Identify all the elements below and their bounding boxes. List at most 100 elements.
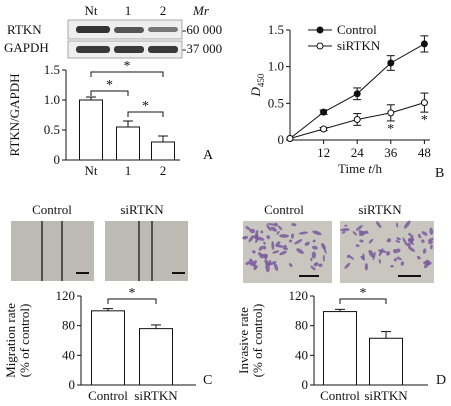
y-axis-label: Migration rate <box>3 303 18 378</box>
data-point <box>353 90 361 98</box>
legend-marker <box>316 42 324 50</box>
y-tick-label: 1.5 <box>268 22 284 37</box>
chart-c-bar: 0 40 80 120 Control siRTKN * Migration rate (% o… <box>3 286 196 403</box>
stain-cell <box>245 261 250 265</box>
stain-cell <box>322 254 325 262</box>
stain-cell <box>318 263 323 268</box>
stain-cell <box>386 238 392 243</box>
x-tick-label: 48 <box>418 145 431 160</box>
stain-cell <box>275 241 281 246</box>
x-tick-label: Control <box>320 388 360 403</box>
stain-cell <box>279 250 287 256</box>
stain-cell <box>408 246 416 252</box>
panel-letter: D <box>436 373 446 388</box>
significance-bracket <box>90 71 164 77</box>
stain-cell <box>396 248 401 253</box>
y-axis-label: RTKN/GAPDH <box>7 73 22 156</box>
stain-cell <box>264 254 268 260</box>
stain-cell <box>270 226 278 232</box>
stain-cell <box>264 259 270 266</box>
stain-cell <box>265 263 270 273</box>
stain-cell <box>257 252 264 257</box>
stain-cell <box>272 250 280 254</box>
stain-cell <box>340 228 350 232</box>
significance-star: * <box>129 286 136 301</box>
stain-cell <box>266 223 276 226</box>
blot-row-label: GAPDH <box>4 40 49 55</box>
y-axis-label: (% of control) <box>250 304 265 378</box>
stain-cell <box>273 222 278 227</box>
stain-cell <box>313 262 319 267</box>
y-tick-label: 40 <box>62 347 75 362</box>
stain-cell <box>266 235 271 240</box>
stain-cell <box>396 222 399 228</box>
stain-cell <box>360 255 366 261</box>
stain-cell <box>355 244 360 248</box>
micrograph-label: siRTKN <box>358 202 402 217</box>
stain-cell <box>422 248 427 254</box>
y-tick-label: 1.5 <box>44 62 60 77</box>
stain-cell <box>275 244 284 248</box>
blot-marker: -37 000 <box>182 41 222 56</box>
stain-cell <box>254 236 265 241</box>
data-point <box>387 59 395 67</box>
x-tick-label: 36 <box>384 145 398 160</box>
stain-cell <box>386 251 391 256</box>
stain-cell <box>430 244 433 250</box>
stain-cell <box>269 261 277 266</box>
bar <box>79 99 103 161</box>
stain-cell <box>304 241 310 246</box>
stain-cell <box>271 241 275 251</box>
stain-cell <box>372 251 376 261</box>
data-point <box>286 135 294 143</box>
significance-star: * <box>360 286 367 301</box>
chart-a-bar: 0 0.5 1.0 1.5 Nt 1 2 * * * RTKN/GAPDH <box>7 59 180 178</box>
micrograph-label: Control <box>264 202 304 217</box>
stain-cell <box>291 223 297 227</box>
stain-cell <box>263 241 266 245</box>
y-tick-label: 120 <box>56 288 76 303</box>
stain-cell <box>355 224 363 231</box>
stain-cell <box>279 234 290 238</box>
bar <box>369 337 403 386</box>
panel-a-blot: Nt 1 2 Mr RTKN GAPDH -60 000 -37 000 <box>4 3 222 59</box>
data-point <box>320 108 328 116</box>
data-point <box>420 40 428 48</box>
x-tick-label: 2 <box>160 163 167 178</box>
stain-cell <box>249 228 256 234</box>
stain-cell <box>402 237 408 247</box>
stain-cell <box>358 230 364 234</box>
lane-label: Nt <box>85 3 98 18</box>
stain-cell <box>352 231 357 236</box>
stain-cell <box>252 250 256 254</box>
stain-cell <box>427 237 434 242</box>
data-point <box>320 125 328 133</box>
data-point <box>387 109 395 117</box>
legend-label: Control <box>337 22 377 37</box>
stain-cell <box>408 232 412 236</box>
stain-cell <box>312 239 316 243</box>
micrograph <box>243 221 332 283</box>
data-point <box>353 115 361 123</box>
stain-cell <box>368 238 374 244</box>
stain-cell <box>429 227 434 235</box>
stain-cell <box>428 240 433 245</box>
y-tick-label: 0 <box>54 152 61 167</box>
stain-cell <box>321 242 326 250</box>
y-tick-label: 0 <box>278 132 285 147</box>
stain-cells <box>242 222 327 273</box>
stain-cell <box>400 261 405 266</box>
y-tick-label: 120 <box>289 288 309 303</box>
significance-star: * <box>387 122 394 137</box>
stain-cell <box>403 220 411 229</box>
blot-band <box>148 46 178 53</box>
blot-band <box>114 46 144 53</box>
stain-cell <box>311 251 317 259</box>
bar <box>116 126 140 161</box>
stain-cell <box>251 260 258 266</box>
stain-cell <box>283 244 287 249</box>
x-tick-label: siRTKN <box>134 388 178 403</box>
significance-star: * <box>124 59 131 74</box>
stain-cell <box>359 239 364 243</box>
